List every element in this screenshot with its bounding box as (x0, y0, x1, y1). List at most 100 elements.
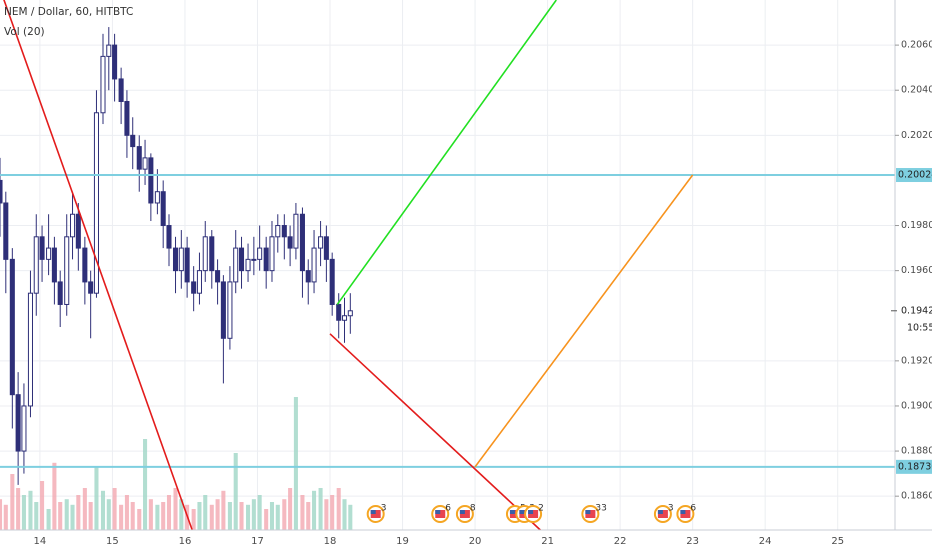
event-label: 6 (445, 504, 451, 514)
volume-bar (112, 488, 117, 530)
volume-bar (203, 495, 208, 530)
candle-body (191, 281, 197, 294)
event-label: 2 (538, 504, 544, 514)
candle-body (220, 281, 226, 339)
candle-body (281, 225, 287, 238)
candle-body (51, 247, 57, 283)
candle-body (318, 236, 324, 249)
candle-body (82, 247, 88, 283)
candle-body (75, 213, 81, 249)
volume-bar (197, 502, 202, 530)
candle-body (215, 270, 221, 283)
candle-body (311, 247, 317, 283)
price-label-bg (896, 168, 932, 183)
event-label: 8 (470, 504, 476, 514)
volume-bar (173, 488, 178, 530)
candle-body (172, 247, 179, 272)
candle-body (57, 281, 63, 305)
candle-body (347, 310, 353, 317)
event-flag-canton (585, 510, 591, 514)
candle-body (336, 303, 342, 321)
x-tick-label: 20 (469, 536, 482, 547)
candle-body (100, 55, 106, 114)
chart-title: NEM / Dollar, 60, HITBTC (4, 6, 133, 18)
x-tick-label: 23 (686, 536, 699, 547)
candle-body (142, 157, 148, 170)
volume-bar (209, 504, 214, 530)
price-label-bg (896, 459, 932, 474)
volume-bar (239, 502, 244, 530)
volume-bar (257, 495, 262, 530)
volume-bar (94, 467, 99, 530)
volume-bar (10, 474, 15, 530)
volume-bar (0, 499, 3, 530)
volume-bar (312, 490, 317, 530)
event-flag-canton (509, 510, 515, 514)
candle-body (130, 134, 136, 148)
volume-bar (143, 439, 148, 530)
candle-body (118, 78, 124, 102)
volume-bar (348, 504, 353, 530)
x-tick-label: 24 (759, 536, 772, 547)
trend-line (3, 0, 193, 531)
countdown: 10:55 (907, 322, 932, 333)
volume-bar (106, 499, 111, 530)
volume-bar (324, 499, 329, 530)
candle-body (39, 236, 45, 260)
y-tick-label: 0.18600 (901, 491, 932, 502)
volume-bar (269, 502, 275, 530)
volume-bar (221, 490, 226, 530)
volume-bar (124, 495, 129, 530)
volume-bar (70, 504, 75, 530)
volume-bar (3, 504, 8, 530)
volume-bar (342, 499, 347, 530)
event-label: 6 (690, 504, 696, 514)
candle-body (148, 157, 154, 204)
candle-body (341, 315, 348, 321)
event-label: 33 (595, 504, 606, 514)
candle-body (305, 270, 311, 283)
x-tick-label: 22 (614, 536, 627, 547)
x-tick-label: 17 (251, 536, 264, 547)
volume-bar (179, 499, 184, 530)
candle-body (263, 247, 269, 272)
volume-bar (191, 509, 196, 530)
candle-body (323, 236, 329, 260)
candle-body (166, 225, 172, 249)
price-label: 0.20024 (898, 170, 932, 181)
volume-bar (330, 495, 335, 530)
volume-bar (227, 502, 232, 530)
volume-bar (82, 488, 87, 530)
volume-bar (275, 504, 280, 530)
volume-bar (318, 488, 323, 530)
event-flag-canton (657, 510, 663, 514)
candle-body (88, 281, 94, 294)
volume-bar (233, 453, 238, 530)
x-tick-label: 21 (541, 536, 554, 547)
candle-body (136, 146, 142, 170)
volume-bar (155, 504, 160, 530)
trend-line (474, 174, 694, 468)
volume-bar (251, 499, 256, 530)
candle-body (93, 112, 99, 294)
volume-bar (52, 462, 57, 530)
volume-bar (88, 502, 93, 530)
candle-body (178, 247, 184, 272)
candle-body (257, 247, 263, 260)
volume-bar (34, 502, 39, 530)
candle-body (329, 258, 335, 305)
candle-body (69, 213, 76, 238)
volume-bar (161, 502, 166, 530)
candle-body (33, 236, 39, 294)
candle-body (154, 191, 160, 204)
event-flag-canton (519, 510, 525, 514)
event-flag-canton (528, 510, 534, 514)
candle-body (269, 236, 275, 272)
event-flag-canton (680, 510, 686, 514)
candle-body (160, 191, 166, 227)
volume-bar (148, 499, 153, 530)
